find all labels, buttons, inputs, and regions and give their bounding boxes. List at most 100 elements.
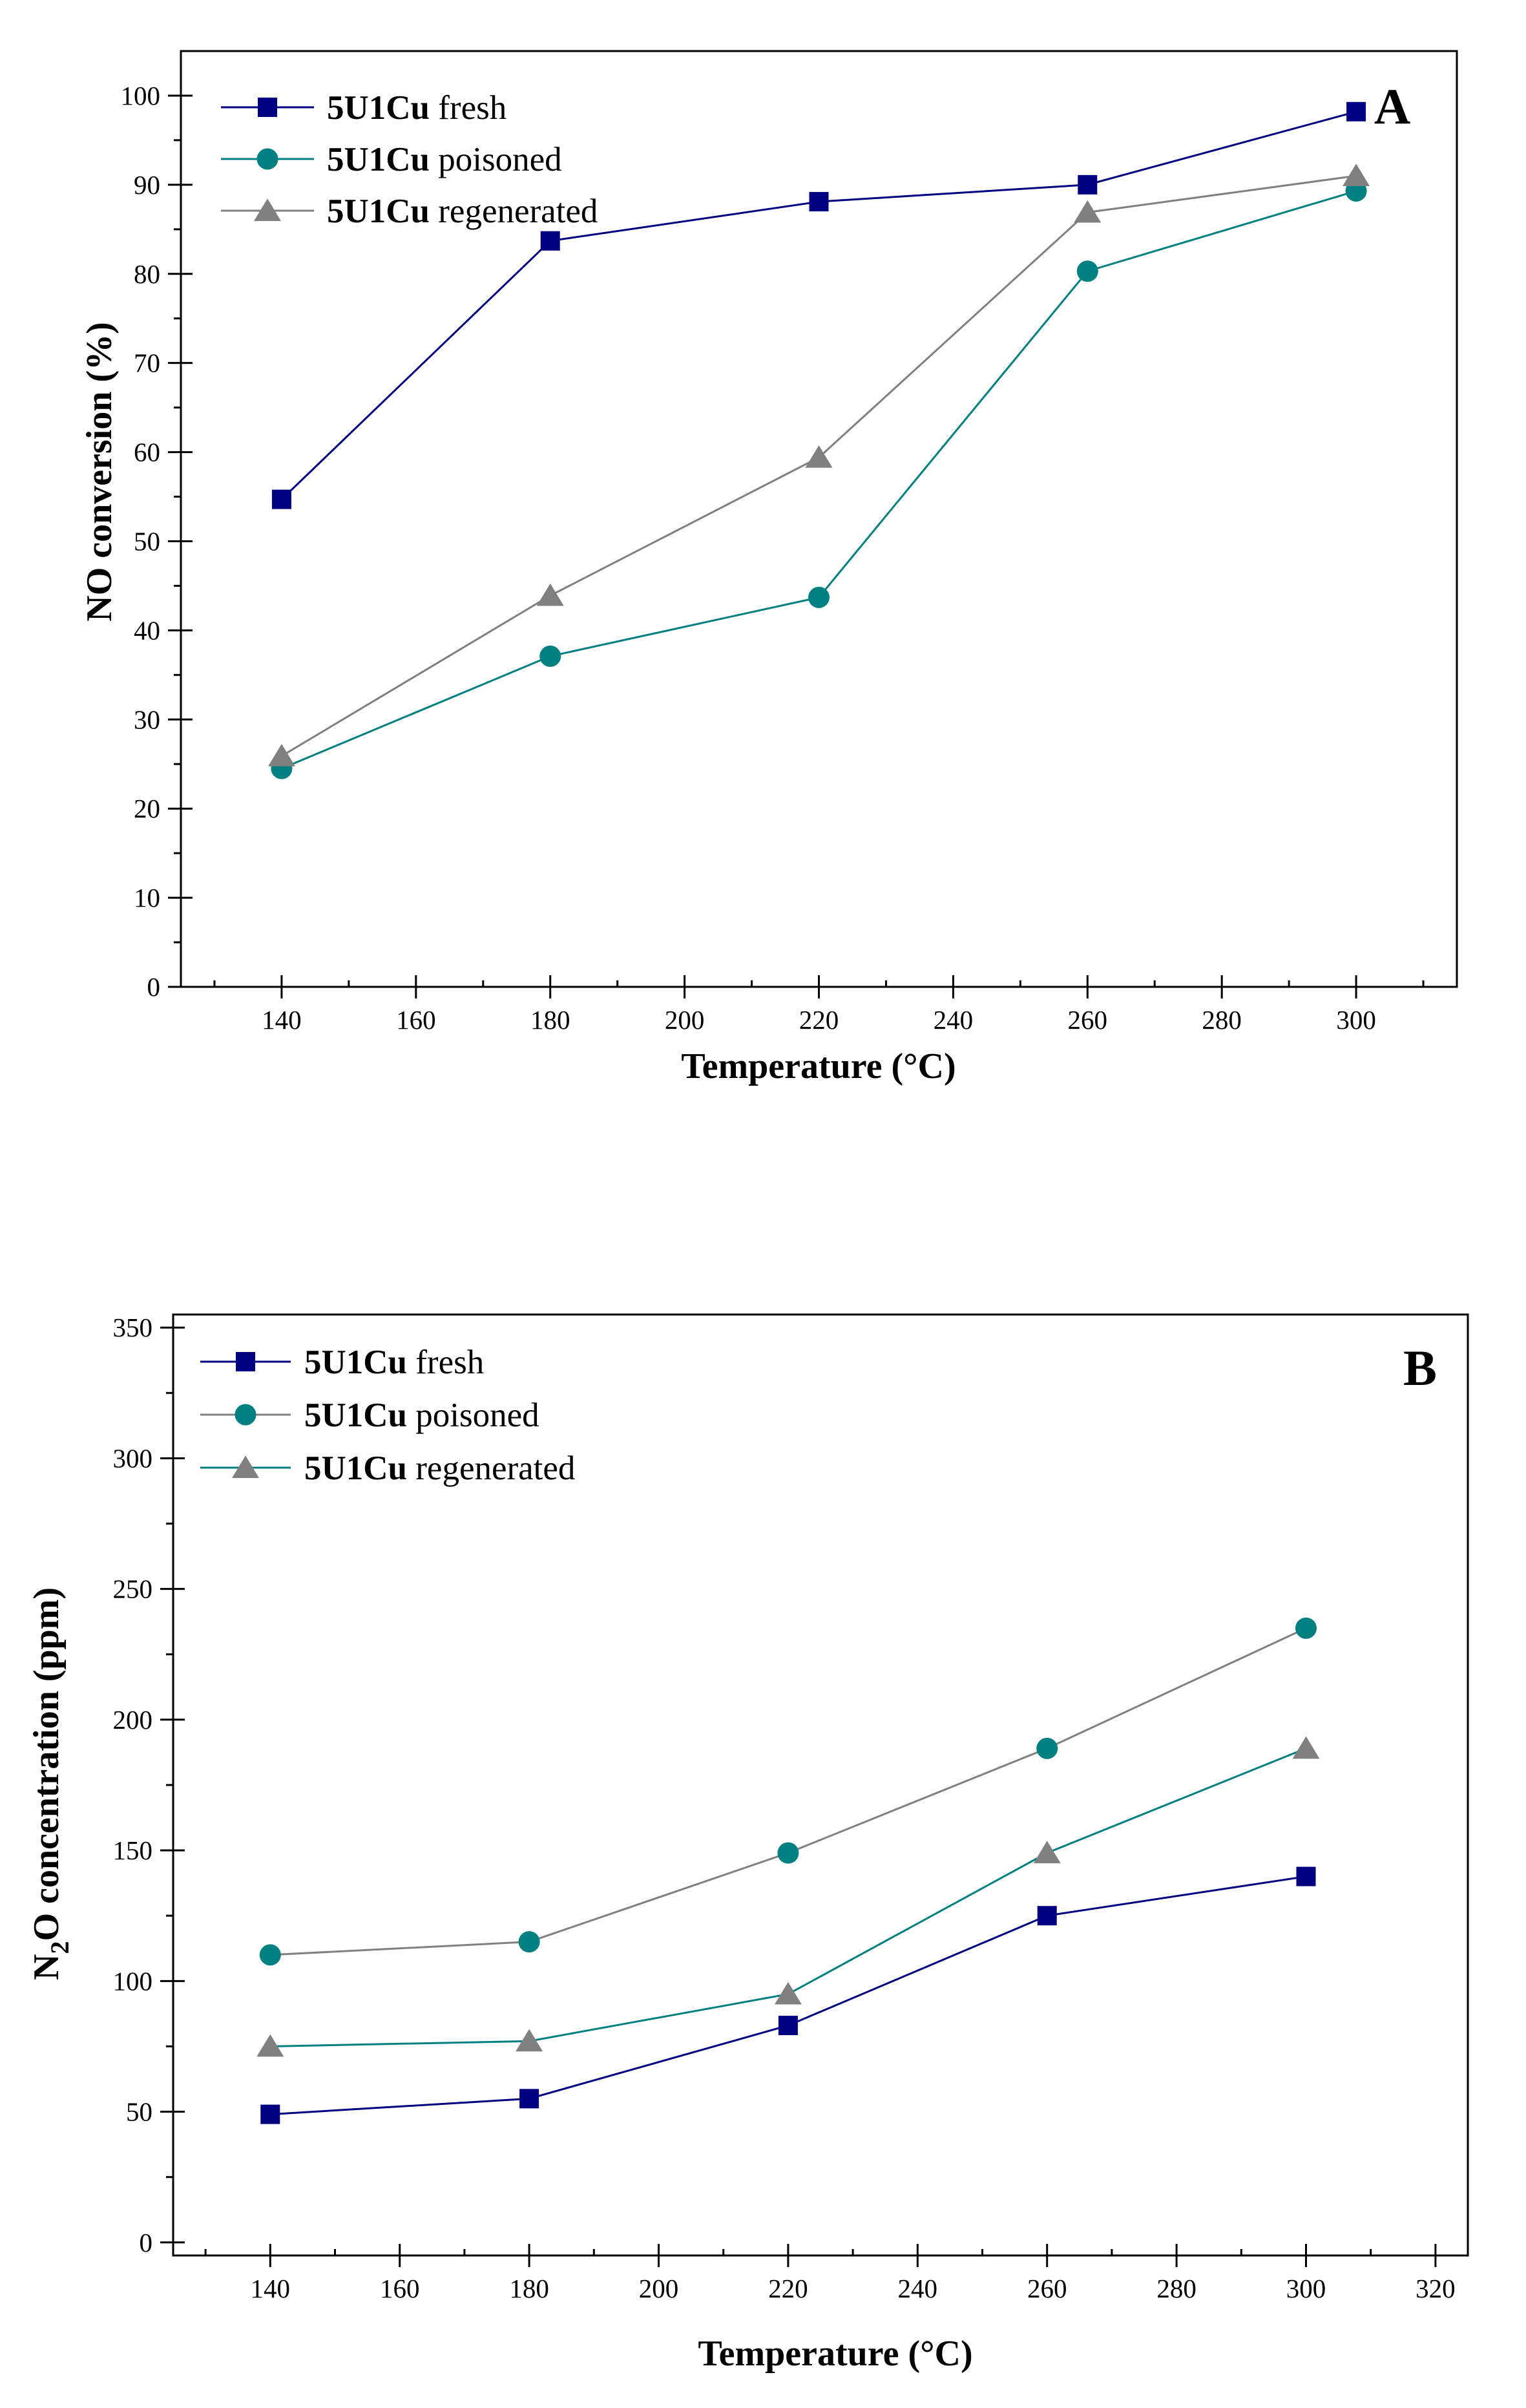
chart-a-ticks: 140 160 180 200 220 240 260 280 300 0 10 20 30 40 50 60…	[121, 81, 1425, 1035]
chart-a-series-1-point	[1076, 260, 1098, 282]
chart-a-series-1-point	[539, 645, 561, 667]
chart-a-x-tick-label: 280	[1202, 1005, 1242, 1035]
chart-b-series-0-point	[778, 2016, 798, 2036]
chart-a-series-2-point	[1343, 164, 1370, 187]
chart-b-legend-2-label: 5U1Cu regenerated	[304, 1450, 575, 1487]
chart-a-series-2-point	[267, 744, 295, 766]
chart-b-series-1-point	[518, 1931, 540, 1953]
chart-b-ticks: 140 160 180 200 220 240 260 280 300 320 0 50 100 150 2…	[113, 1313, 1456, 2303]
chart-a-legend-2-marker	[254, 198, 281, 221]
chart-b-x-tick-label: 260	[1027, 2274, 1067, 2303]
chart-b-y-axis-label: N2O concentration (ppm)	[26, 1587, 74, 1980]
chart-b-x-tick-label: 300	[1286, 2274, 1326, 2303]
chart-a-legend-0-label: 5U1Cu fresh	[327, 89, 507, 127]
chart-a-legend-1-marker	[256, 148, 278, 170]
chart-a-y-tick-label: 60	[134, 438, 160, 467]
chart-b-legend-0-marker	[236, 1352, 255, 1371]
chart-b-series-0-point	[519, 2089, 539, 2109]
chart-b-legend-1-marker	[235, 1404, 256, 1426]
chart-b-legend-2-marker	[232, 1455, 259, 1478]
chart-b-legend-2-label-rest: regenerated	[407, 1450, 575, 1487]
chart-b-y-tick-label: 50	[126, 2097, 152, 2127]
chart-a-x-tick-label: 220	[799, 1005, 839, 1035]
chart-b-series-2-point	[1033, 1841, 1061, 1864]
chart-b-legend-0-label: 5U1Cu fresh	[304, 1344, 484, 1381]
chart-a-legend-2-label: 5U1Cu regenerated	[327, 193, 598, 230]
chart-b-x-tick-label: 240	[898, 2274, 938, 2303]
chart-b-legend-1-label-bold: 5U1Cu	[304, 1397, 407, 1434]
chart-a-y-tick-label: 20	[134, 794, 160, 823]
chart-a: 140 160 180 200 220 240 260 280 300 0 10 20 30 40 50 60…	[79, 50, 1458, 1086]
chart-b-series-2-point	[1292, 1736, 1320, 1759]
chart-b-x-tick-label: 180	[509, 2274, 549, 2303]
chart-a-y-tick-label: 100	[121, 81, 161, 111]
chart-b-legend-0-label-bold: 5U1Cu	[304, 1344, 407, 1381]
chart-a-y-tick-label: 70	[134, 348, 160, 378]
chart-a-series-0-point	[1078, 174, 1098, 195]
chart-b-series-2-point	[256, 2034, 284, 2057]
chart-a-legend-2-label-rest: regenerated	[430, 193, 598, 230]
chart-b-series-0-point	[1037, 1906, 1057, 1926]
chart-b-series-0-point	[260, 2104, 280, 2124]
chart-a-y-tick-label: 40	[134, 615, 160, 645]
chart-a-series-2-point	[536, 583, 564, 606]
chart-a-y-tick-label: 90	[134, 170, 160, 200]
chart-b-series-1-point	[1295, 1617, 1317, 1639]
chart-a-y-tick-label: 30	[134, 704, 160, 734]
chart-a-x-tick-label: 260	[1068, 1005, 1108, 1035]
chart-b-x-tick-label: 200	[639, 2274, 679, 2303]
chart-a-x-axis-label: Temperature (°C)	[681, 1046, 956, 1086]
chart-b-series-2-point	[516, 2029, 543, 2052]
chart-b-y-label-part-2: O concentration (ppm)	[26, 1587, 67, 1941]
chart-b-x-tick-label: 220	[768, 2274, 808, 2303]
chart-b-y-tick-label: 150	[113, 1835, 153, 1865]
chart-b-series-0-point	[1296, 1866, 1316, 1886]
chart-b-y-tick-label: 300	[113, 1443, 153, 1473]
chart-b-y-tick-label: 200	[113, 1705, 153, 1735]
chart-a-series-1-point	[808, 586, 830, 608]
chart-a-markers	[267, 101, 1370, 779]
chart-b-y-label-subscript: 2	[45, 1941, 74, 1954]
chart-b-y-label-part-1: N	[26, 1954, 67, 1980]
chart-a-legend-1-label-rest: poisoned	[430, 141, 562, 178]
chart-a-x-tick-label: 240	[934, 1005, 974, 1035]
chart-a-x-tick-label: 180	[530, 1005, 570, 1035]
chart-b-legend-2-label-bold: 5U1Cu	[304, 1450, 407, 1487]
chart-b-series-1-point	[777, 1842, 799, 1864]
chart-a-y-tick-label: 50	[134, 526, 160, 556]
chart-a-x-tick-label: 140	[262, 1005, 302, 1035]
chart-b-y-tick-label: 100	[113, 1966, 153, 1996]
chart-b-x-tick-label: 140	[251, 2274, 291, 2303]
chart-a-series-0-point	[540, 231, 560, 251]
chart-a-legend-2-label-bold: 5U1Cu	[327, 193, 430, 230]
chart-b-legend-1-label: 5U1Cu poisoned	[304, 1397, 539, 1434]
chart-a-series-2-point	[1074, 200, 1102, 223]
chart-a-series-0-point	[271, 489, 291, 509]
chart-a-series-2-point	[805, 445, 833, 468]
chart-b: 140 160 180 200 220 240 260 280 300 320 0 50 100 150 2…	[26, 1313, 1469, 2374]
chart-b-legend-0-label-rest: fresh	[407, 1344, 484, 1381]
chart-b-x-tick-label: 280	[1156, 2274, 1197, 2303]
chart-a-y-tick-label: 80	[134, 259, 160, 289]
chart-a-series-0-point	[1346, 101, 1366, 121]
chart-a-y-tick-label: 10	[134, 883, 160, 913]
chart-b-y-tick-label: 250	[113, 1574, 153, 1604]
chart-b-y-tick-label: 0	[140, 2228, 153, 2257]
chart-b-series-1-point	[1036, 1737, 1058, 1759]
chart-a-x-tick-label: 160	[396, 1005, 436, 1035]
chart-b-y-tick-label: 350	[113, 1313, 153, 1342]
chart-a-legend-0-label-rest: fresh	[430, 89, 507, 127]
chart-b-legend-1-label-rest: poisoned	[407, 1397, 539, 1434]
chart-a-series-0-point	[809, 192, 829, 212]
chart-a-y-tick-label: 0	[147, 972, 161, 1002]
chart-b-series-2-point	[774, 1981, 802, 2005]
chart-b-x-axis-label: Temperature (°C)	[698, 2334, 972, 2374]
chart-a-legend-0-marker	[258, 98, 277, 117]
chart-a-x-tick-label: 200	[665, 1005, 705, 1035]
chart-b-series-1-point	[259, 1944, 281, 1966]
chart-a-legend-1-label-bold: 5U1Cu	[327, 141, 430, 178]
chart-a-legend-0-label-bold: 5U1Cu	[327, 89, 430, 127]
chart-a-y-axis-label: NO conversion (%)	[79, 322, 120, 622]
